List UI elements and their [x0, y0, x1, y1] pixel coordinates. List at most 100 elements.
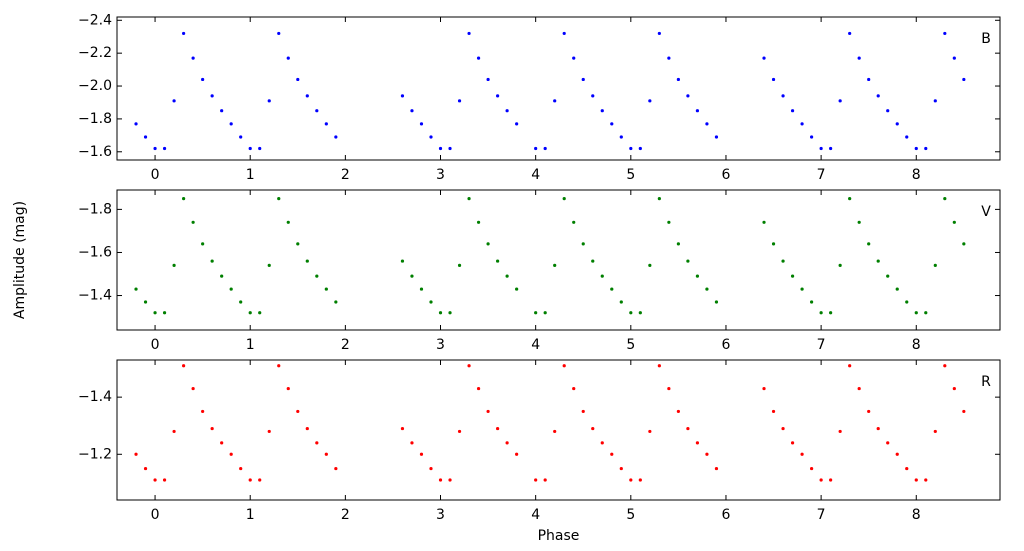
- point: [886, 109, 890, 113]
- point: [467, 197, 471, 201]
- point: [790, 109, 795, 113]
- x-tick-label: 4: [531, 167, 540, 183]
- point: [800, 287, 804, 291]
- point: [876, 426, 880, 431]
- point: [505, 109, 509, 113]
- point: [134, 452, 138, 456]
- x-tick-label: 2: [341, 167, 350, 183]
- point: [448, 311, 452, 315]
- point: [419, 287, 424, 291]
- point: [790, 441, 795, 445]
- point: [543, 146, 547, 151]
- point: [591, 259, 595, 263]
- point: [543, 478, 547, 482]
- point: [648, 263, 652, 267]
- x-tick-label: 3: [436, 337, 445, 353]
- point: [210, 426, 214, 431]
- point: [895, 122, 899, 126]
- point: [762, 386, 766, 391]
- point: [162, 146, 167, 151]
- point: [429, 135, 433, 139]
- point: [476, 220, 481, 224]
- point: [286, 56, 290, 60]
- point: [952, 386, 956, 391]
- point: [496, 426, 500, 431]
- point: [191, 386, 195, 391]
- point: [210, 259, 214, 263]
- point: [201, 242, 205, 246]
- point: [876, 259, 880, 263]
- point: [857, 56, 861, 60]
- point: [562, 364, 566, 368]
- point: [905, 135, 909, 139]
- point: [534, 478, 538, 482]
- point: [220, 274, 224, 278]
- point: [581, 242, 585, 246]
- point: [591, 426, 595, 431]
- point: [476, 386, 481, 391]
- point: [686, 259, 690, 263]
- point: [848, 364, 852, 368]
- point: [515, 287, 519, 291]
- point: [305, 94, 309, 98]
- point: [943, 364, 947, 368]
- x-tick-label: 1: [246, 507, 255, 523]
- x-tick-label: 0: [151, 167, 160, 183]
- point: [705, 452, 709, 456]
- point: [438, 146, 443, 151]
- point: [762, 56, 766, 60]
- point: [324, 452, 328, 456]
- point: [610, 287, 614, 291]
- y-tick-label: −1.2: [78, 446, 112, 462]
- plot-frame: [116, 359, 1001, 501]
- point: [267, 429, 271, 434]
- point: [410, 274, 414, 278]
- point: [467, 31, 471, 36]
- point: [771, 77, 776, 82]
- point: [172, 99, 176, 103]
- point: [619, 135, 623, 139]
- point: [657, 31, 661, 36]
- point: [952, 56, 956, 60]
- point: [905, 300, 909, 304]
- point: [600, 274, 604, 278]
- point: [448, 146, 452, 151]
- point: [438, 478, 443, 482]
- point: [838, 99, 842, 103]
- point: [962, 77, 966, 82]
- point: [829, 311, 833, 315]
- point: [248, 311, 252, 315]
- point: [438, 311, 443, 315]
- point: [448, 478, 452, 482]
- point: [619, 300, 623, 304]
- point: [581, 77, 585, 82]
- point: [515, 452, 519, 456]
- point: [305, 426, 309, 431]
- point: [515, 122, 519, 126]
- point: [467, 364, 471, 368]
- point: [486, 242, 490, 246]
- x-tick-label: 7: [817, 507, 826, 523]
- point: [572, 220, 576, 224]
- point: [553, 429, 557, 434]
- point: [829, 146, 833, 151]
- point: [248, 478, 252, 482]
- point: [267, 263, 271, 267]
- point: [296, 409, 300, 414]
- point: [182, 364, 186, 368]
- point: [667, 56, 671, 60]
- point: [762, 220, 766, 224]
- point: [153, 311, 157, 315]
- point: [239, 135, 243, 139]
- x-tick-label: 2: [341, 507, 350, 523]
- point: [143, 466, 148, 471]
- point: [315, 441, 319, 445]
- point: [667, 220, 671, 224]
- point: [324, 287, 328, 291]
- point: [191, 220, 195, 224]
- point: [134, 287, 138, 291]
- point: [705, 122, 709, 126]
- y-tick-label: −2.0: [78, 78, 112, 94]
- point: [419, 122, 424, 126]
